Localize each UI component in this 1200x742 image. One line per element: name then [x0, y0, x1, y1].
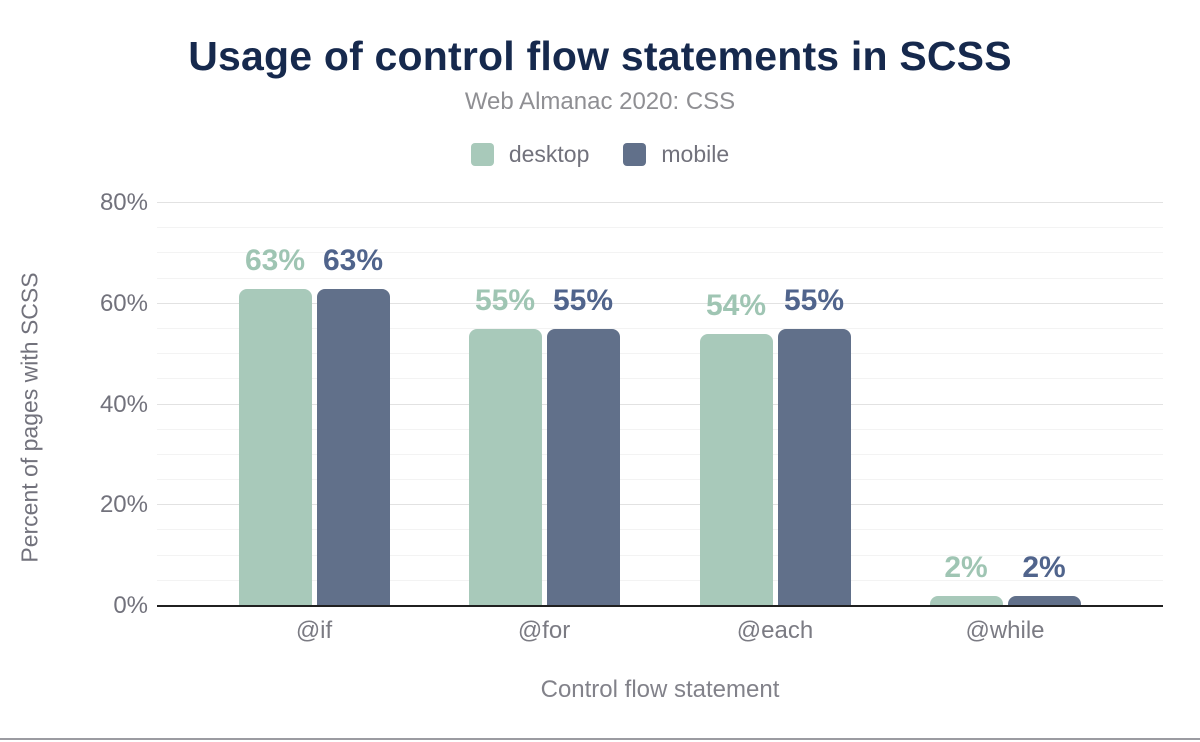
gridline-major: [157, 302, 1163, 304]
bar-desktop-for[interactable]: [468, 328, 542, 606]
gridline-minor: [157, 252, 1163, 254]
gridline-minor: [157, 529, 1163, 531]
legend: desktop mobile: [0, 141, 1200, 168]
y-tick-label: 80%: [99, 189, 148, 216]
value-label-desktop-for: 55%: [474, 283, 536, 317]
chart-title: Usage of control flow statements in SCSS: [188, 33, 1012, 79]
x-tick-label-for: @for: [517, 617, 571, 644]
gridline-minor: [157, 554, 1163, 556]
bar-mobile-while[interactable]: [1007, 595, 1081, 606]
legend-swatch-mobile-icon: [623, 143, 647, 166]
y-tick-label: 20%: [99, 491, 148, 519]
bar-group-for: 55% 55%: [468, 203, 620, 606]
y-tick-label: 60%: [99, 289, 148, 317]
gridline-major: [157, 202, 1163, 203]
bar-mobile-for[interactable]: [546, 328, 620, 606]
page-bottom-divider: [0, 738, 1200, 740]
legend-label-desktop: desktop: [508, 141, 590, 167]
y-tick-label: 40%: [99, 390, 148, 418]
bar-mobile-if[interactable]: [316, 288, 390, 606]
bar-group-each: 54% 55%: [699, 203, 851, 606]
value-label-desktop-while: 2%: [944, 550, 988, 584]
bar-desktop-if[interactable]: [238, 288, 312, 606]
value-label-mobile-each: 55%: [783, 283, 845, 317]
gridline-minor: [157, 327, 1163, 329]
value-label-mobile-if: 63%: [322, 243, 384, 277]
x-axis-title: Control flow statement: [540, 676, 780, 703]
gridline-minor: [157, 479, 1163, 481]
gridline-major: [157, 504, 1163, 506]
gridline-major: [157, 403, 1163, 405]
legend-swatch-desktop-icon: [470, 143, 494, 166]
legend-item-mobile: mobile: [623, 141, 729, 168]
gridline-minor: [157, 353, 1163, 355]
x-tick-label-while: @while: [965, 617, 1045, 644]
x-tick-label-each: @each: [736, 617, 814, 644]
value-label-desktop-if: 63%: [244, 243, 306, 277]
bar-group-while: 2% 2%: [929, 203, 1081, 606]
bar-desktop-each[interactable]: [699, 333, 773, 606]
y-tick-label: 0%: [113, 592, 148, 619]
gridline-minor: [157, 453, 1163, 455]
plot-area: 63% 63% 55% 55% 54% 55% 2% 2%: [157, 202, 1163, 606]
gridline-minor: [157, 579, 1163, 581]
x-tick-label-if: @if: [295, 617, 333, 644]
gridline-minor: [157, 428, 1163, 430]
value-label-mobile-for: 55%: [552, 283, 614, 317]
chart-subtitle: Web Almanac 2020: CSS: [464, 88, 736, 115]
gridline-minor: [157, 227, 1163, 229]
value-label-mobile-while: 2%: [1022, 550, 1066, 584]
gridline-minor: [157, 378, 1163, 380]
x-axis-line: [157, 605, 1163, 607]
bar-group-if: 63% 63%: [238, 203, 390, 606]
legend-label-mobile: mobile: [661, 141, 730, 167]
legend-item-desktop: desktop: [470, 141, 590, 168]
gridline-minor: [157, 277, 1163, 279]
bar-mobile-each[interactable]: [777, 328, 851, 606]
value-label-desktop-each: 54%: [705, 288, 767, 322]
bar-desktop-while[interactable]: [929, 595, 1003, 606]
